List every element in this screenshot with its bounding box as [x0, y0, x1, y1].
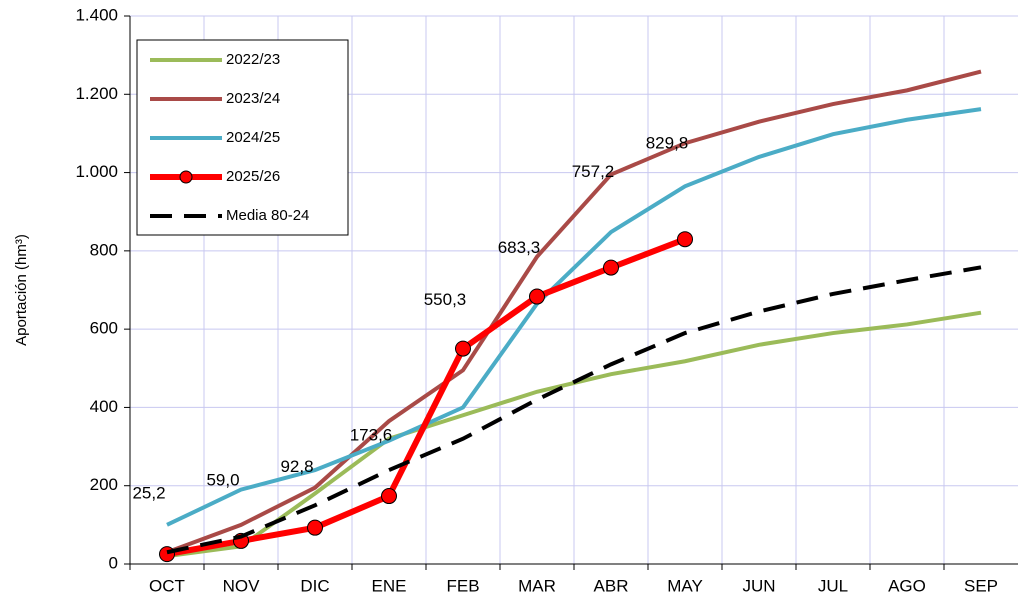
x-tick-label: JUN: [742, 576, 775, 595]
data-label: 829,8: [646, 134, 689, 153]
x-tick-label: OCT: [149, 576, 185, 595]
data-point: [603, 259, 619, 276]
data-label: 173,6: [350, 426, 393, 445]
x-tick-label: MAY: [667, 576, 703, 595]
x-tick-label: SEP: [964, 576, 998, 595]
data-label: 59,0: [206, 470, 239, 489]
legend-label: 2022/23: [226, 51, 280, 68]
x-tick-label: AGO: [888, 576, 926, 595]
series-line: [166, 236, 687, 558]
series-line: [166, 107, 982, 527]
y-tick-label: 1.400: [75, 5, 118, 24]
y-tick-label: 0: [109, 553, 118, 572]
y-tick-label: 1.000: [75, 162, 118, 181]
y-tick-label: 1.200: [75, 84, 118, 103]
data-point: [529, 288, 545, 305]
legend-marker: [179, 170, 193, 184]
data-label: 25,2: [132, 484, 165, 503]
legend-label: Media 80-24: [226, 207, 309, 224]
data-label: 683,3: [498, 238, 541, 257]
x-tick-label: MAR: [518, 576, 556, 595]
y-tick-label: 800: [90, 240, 118, 259]
x-tick-label: NOV: [223, 576, 261, 595]
legend-label: 2024/25: [226, 129, 280, 146]
x-tick-label: ABR: [594, 576, 629, 595]
y-axis-label: Aportación (hm³): [13, 234, 30, 346]
legend-label: 2023/24: [226, 90, 280, 107]
x-tick-label: JUL: [818, 576, 848, 595]
data-label: 550,3: [424, 290, 467, 309]
data-point: [307, 519, 323, 536]
series-line: [166, 265, 982, 555]
legend-label: 2025/26: [226, 168, 280, 185]
y-tick-label: 200: [90, 475, 118, 494]
data-label: 92,8: [280, 457, 313, 476]
x-tick-label: ENE: [372, 576, 407, 595]
data-label: 757,2: [572, 162, 615, 181]
x-tick-label: FEB: [446, 576, 479, 595]
y-tick-label: 400: [90, 397, 118, 416]
y-tick-label: 600: [90, 319, 118, 338]
x-tick-label: DIC: [300, 576, 329, 595]
data-point: [381, 488, 397, 505]
data-point: [159, 546, 175, 563]
data-point: [455, 340, 471, 357]
series-line: [166, 69, 982, 555]
data-point: [677, 231, 693, 248]
